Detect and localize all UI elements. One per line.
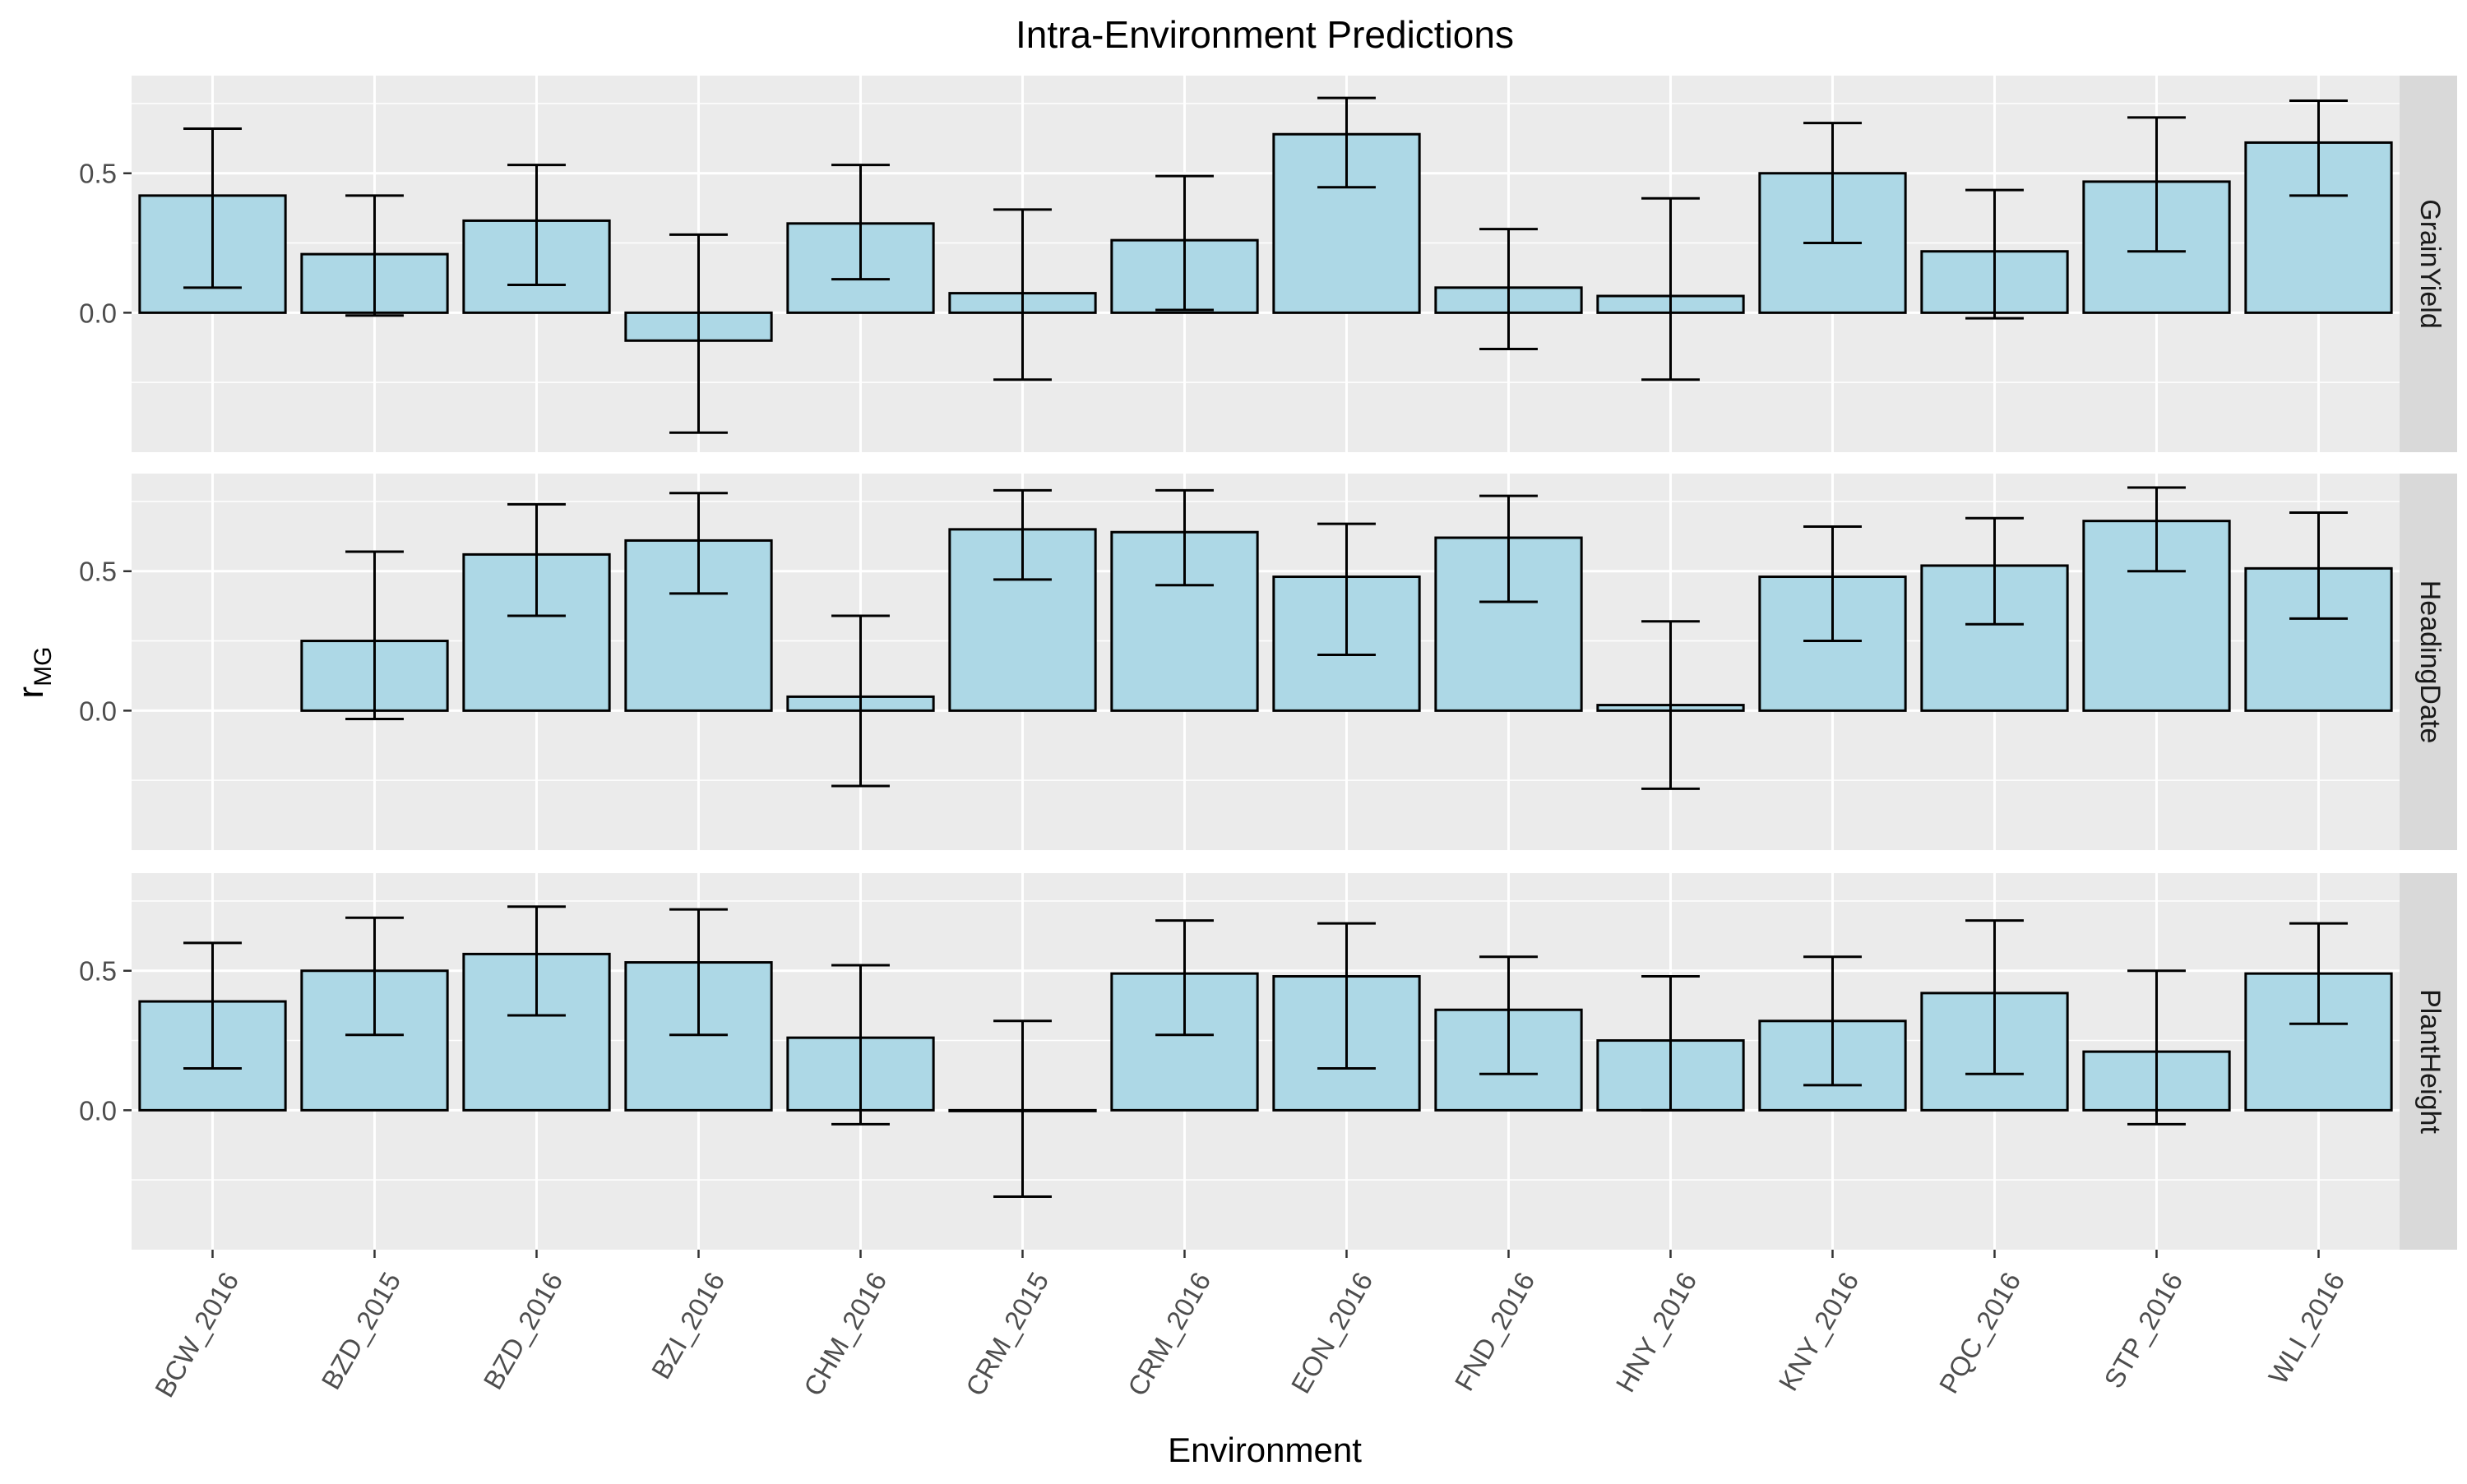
y-axis-label-main: r: [11, 687, 51, 699]
error-bar-BZD_2015: [345, 916, 404, 1037]
y-tick-label: 0.0: [79, 298, 117, 328]
y-axis-label: rMG: [11, 647, 57, 699]
error-bar-STP_2016: [2127, 486, 2186, 573]
facet-panel-PlantHeight: PlantHeight 0.0 0.5: [79, 873, 2457, 1250]
facet-panel-HeadingDate: HeadingDate 0.0 0.5: [79, 474, 2457, 850]
error-bar-EON_2016: [1317, 922, 1376, 1070]
error-bar-CRM_2015: [993, 208, 1052, 381]
x-axis-label: Environment: [1168, 1431, 1362, 1469]
error-bar-CHM_2016: [831, 964, 890, 1126]
error-bar-CRM_2015: [993, 488, 1052, 581]
error-bar-CHM_2016: [831, 614, 890, 788]
error-bar-BZD_2015: [345, 194, 404, 317]
error-bar-EON_2016: [1317, 96, 1376, 189]
y-axis-label-subscript: MG: [30, 647, 57, 687]
facet-strip: [2400, 873, 2457, 1250]
facet-strip: [2400, 474, 2457, 850]
error-bar-STP_2016: [2127, 116, 2186, 253]
error-bar-BZD_2016: [507, 502, 566, 617]
error-bar-CHM_2016: [831, 164, 890, 281]
error-bar-CRM_2016: [1155, 919, 1214, 1037]
y-tick-label: 0.0: [79, 696, 117, 726]
error-bar-BZI_2016: [669, 233, 728, 434]
error-bar-BCW_2016: [183, 941, 242, 1070]
error-bar-HNY_2016: [1641, 620, 1700, 790]
error-bar-BCW_2016: [183, 127, 242, 289]
error-bar-HNY_2016: [1641, 975, 1700, 1112]
facet-strip-label: PlantHeight: [2414, 989, 2446, 1134]
error-bar-WLI_2016: [2289, 511, 2348, 620]
error-bar-CRM_2015: [993, 1019, 1052, 1199]
error-bar-BZI_2016: [669, 492, 728, 595]
error-bar-HNY_2016: [1641, 196, 1700, 381]
error-bar-KNY_2016: [1803, 955, 1862, 1087]
facet-strip: [2400, 76, 2457, 452]
error-bar-WLI_2016: [2289, 99, 2348, 197]
error-bar-BZI_2016: [669, 908, 728, 1037]
facet-strip-label: HeadingDate: [2414, 580, 2446, 743]
error-bar-FND_2016: [1479, 494, 1538, 603]
chart-title: Intra-Environment Predictions: [1016, 13, 1514, 56]
error-bar-EON_2016: [1317, 522, 1376, 657]
error-bar-CRM_2016: [1155, 488, 1214, 587]
y-tick-label: 0.5: [79, 557, 117, 587]
error-bar-WLI_2016: [2289, 922, 2348, 1025]
error-bar-BZD_2016: [507, 164, 566, 286]
error-bar-KNY_2016: [1803, 525, 1862, 643]
error-bar-FND_2016: [1479, 955, 1538, 1075]
error-bar-PQC_2016: [1965, 919, 2024, 1075]
error-bar-PQC_2016: [1965, 516, 2024, 626]
error-bar-PQC_2016: [1965, 188, 2024, 320]
error-bar-BZD_2015: [345, 550, 404, 721]
svg-text:rMG: rMG: [11, 647, 57, 699]
error-bar-CRM_2016: [1155, 174, 1214, 312]
y-tick-label: 0.5: [79, 159, 117, 189]
error-bar-STP_2016: [2127, 969, 2186, 1126]
facet-panels: GrainYield0.00.5HeadingDate0.00.5PlantHe…: [79, 76, 2457, 1403]
error-bar-BZD_2016: [507, 905, 566, 1017]
facet-panel-GrainYield: GrainYield 0.0 0.5: [79, 76, 2457, 452]
facet-strip-label: GrainYield: [2414, 199, 2446, 328]
error-bar-KNY_2016: [1803, 122, 1862, 245]
y-tick-label: 0.0: [79, 1095, 117, 1126]
y-tick-label: 0.5: [79, 956, 117, 987]
error-bar-FND_2016: [1479, 228, 1538, 350]
